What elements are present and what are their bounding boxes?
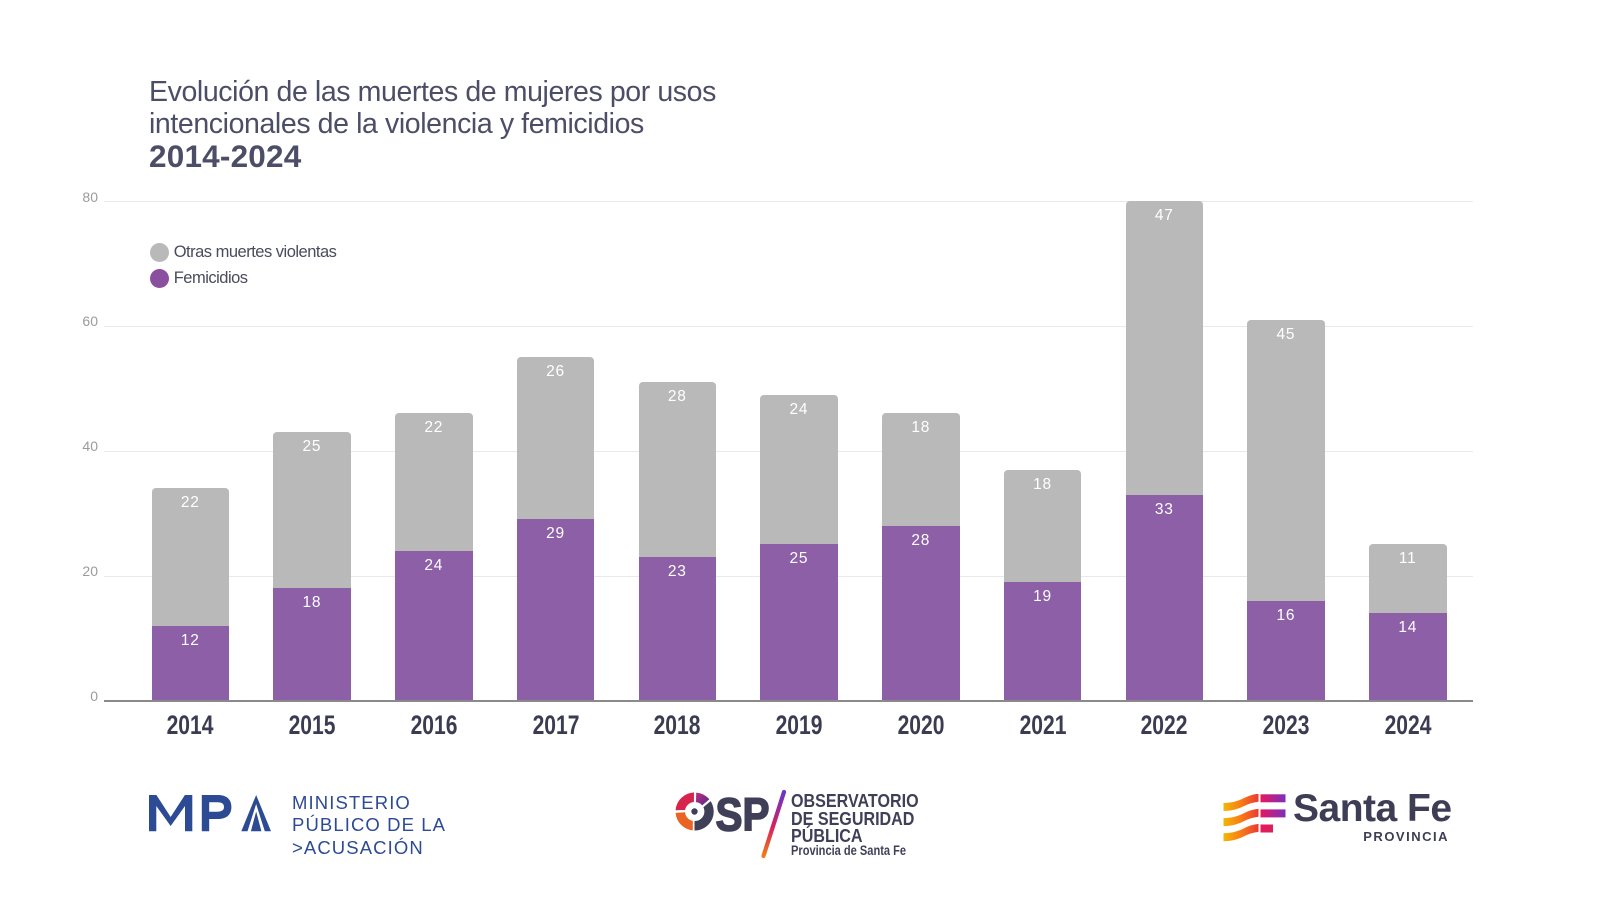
svg-text:SP: SP xyxy=(716,789,770,841)
